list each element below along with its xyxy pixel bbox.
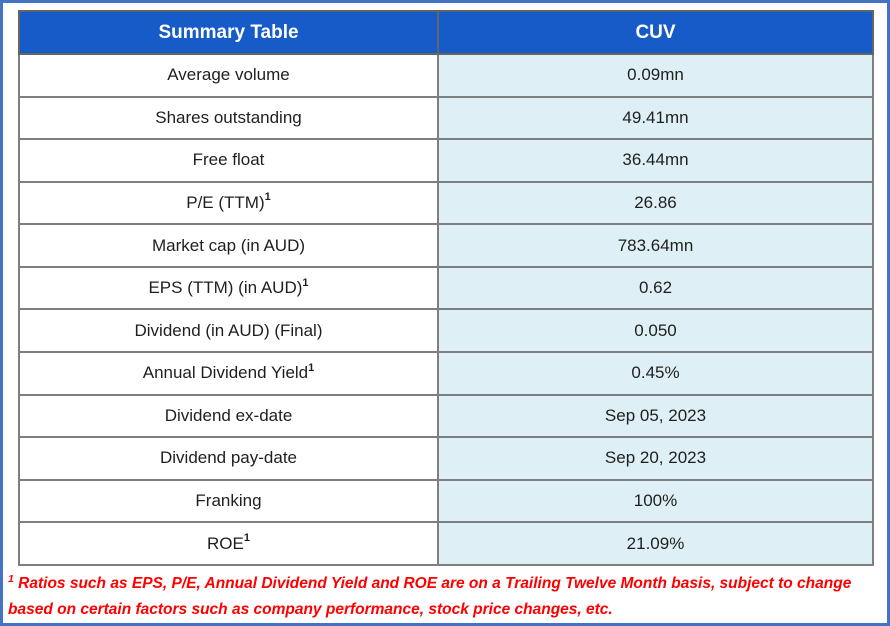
table-header: Summary Table CUV [18,10,874,55]
footnote: 1 Ratios such as EPS, P/E, Annual Divide… [8,571,880,623]
metric-label-cell: Annual Dividend Yield1 [18,351,439,396]
metric-label: Dividend ex-date [164,405,293,425]
metric-label: Market cap (in AUD) [151,235,306,255]
metric-label: Annual Dividend Yield [142,363,309,383]
metric-value: 0.09mn [627,65,684,85]
table-body: Average volume 0.09mn Shares outstanding 49… [18,53,874,566]
metric-label: P/E (TTM) [186,193,265,213]
metric-label: EPS (TTM) (in AUD) [148,278,303,298]
footnote-ref: 1 [308,361,315,374]
table-row: EPS (TTM) (in AUD)1 0.62 [18,265,874,311]
metric-label: Average volume [167,65,290,85]
metric-value: 36.44mn [622,150,689,170]
metric-value: 0.62 [638,278,673,298]
table-row: Franking 100% [18,478,874,524]
metric-label-cell: ROE1 [18,521,439,566]
metric-label-cell: Average volume [18,53,439,98]
header-cell-summary-table: Summary Table [18,10,439,55]
table-row: ROE1 21.09% [18,521,874,566]
metric-label-cell: Dividend (in AUD) (Final) [18,308,439,354]
metric-value: Sep 05, 2023 [604,405,707,425]
footnote-text: Ratios such as EPS, P/E, Annual Dividend… [8,575,852,618]
table-row: Annual Dividend Yield1 0.45% [18,351,874,396]
metric-label-cell: Dividend ex-date [18,393,439,439]
metric-value-cell: 26.86 [437,180,874,226]
metric-value: 21.09% [626,533,685,553]
metric-value: 26.86 [634,193,677,213]
header-cell-cuv: CUV [437,10,874,55]
footnote-ref: 1 [264,191,271,204]
footnote-ref: 1 [243,532,250,545]
metric-label-cell: Franking [18,478,439,524]
metric-value-cell: 0.45% [437,351,874,396]
metric-label-cell: Shares outstanding [18,95,439,141]
table-row: Free float 36.44mn [18,138,874,183]
footnote-ref: 1 [302,276,309,289]
footnote-superscript: 1 [8,572,14,585]
table-row: Dividend ex-date Sep 05, 2023 [18,393,874,439]
metric-label: Dividend pay-date [159,448,298,468]
metric-value: 0.050 [634,320,677,340]
metric-label-cell: P/E (TTM)1 [18,180,439,226]
metric-value-cell: 0.050 [437,308,874,354]
metric-value-cell: 36.44mn [437,138,874,183]
table-row: Market cap (in AUD) 783.64mn [18,223,874,268]
metric-label: Dividend (in AUD) (Final) [134,320,323,340]
table-row: Dividend (in AUD) (Final) 0.050 [18,308,874,354]
table-row: Average volume 0.09mn [18,53,874,98]
metric-label: Shares outstanding [155,107,302,127]
metric-label: Franking [195,491,262,511]
metric-value: 0.45% [631,363,680,383]
metric-value-cell: Sep 05, 2023 [437,393,874,439]
metric-value-cell: Sep 20, 2023 [437,436,874,481]
metric-label-cell: EPS (TTM) (in AUD)1 [18,265,439,311]
metric-value-cell: 0.09mn [437,53,874,98]
table-row: P/E (TTM)1 26.86 [18,180,874,226]
metric-value-cell: 783.64mn [437,223,874,268]
metric-value-cell: 0.62 [437,265,874,311]
metric-label-cell: Market cap (in AUD) [18,223,439,268]
metric-value: 49.41mn [622,107,689,127]
table-row: Dividend pay-date Sep 20, 2023 [18,436,874,481]
metric-value: Sep 20, 2023 [604,448,707,468]
summary-table: Summary Table CUV Average volume 0.09mn Sh… [18,10,874,566]
header-row: Summary Table CUV [18,10,874,55]
metric-label-cell: Free float [18,138,439,183]
metric-label: Free float [192,150,265,170]
metric-value-cell: 21.09% [437,521,874,566]
table-row: Shares outstanding 49.41mn [18,95,874,141]
metric-label-cell: Dividend pay-date [18,436,439,481]
metric-value-cell: 100% [437,478,874,524]
metric-value-cell: 49.41mn [437,95,874,141]
metric-label: ROE [207,533,244,553]
metric-value: 783.64mn [617,235,694,255]
metric-value: 100% [633,491,678,511]
